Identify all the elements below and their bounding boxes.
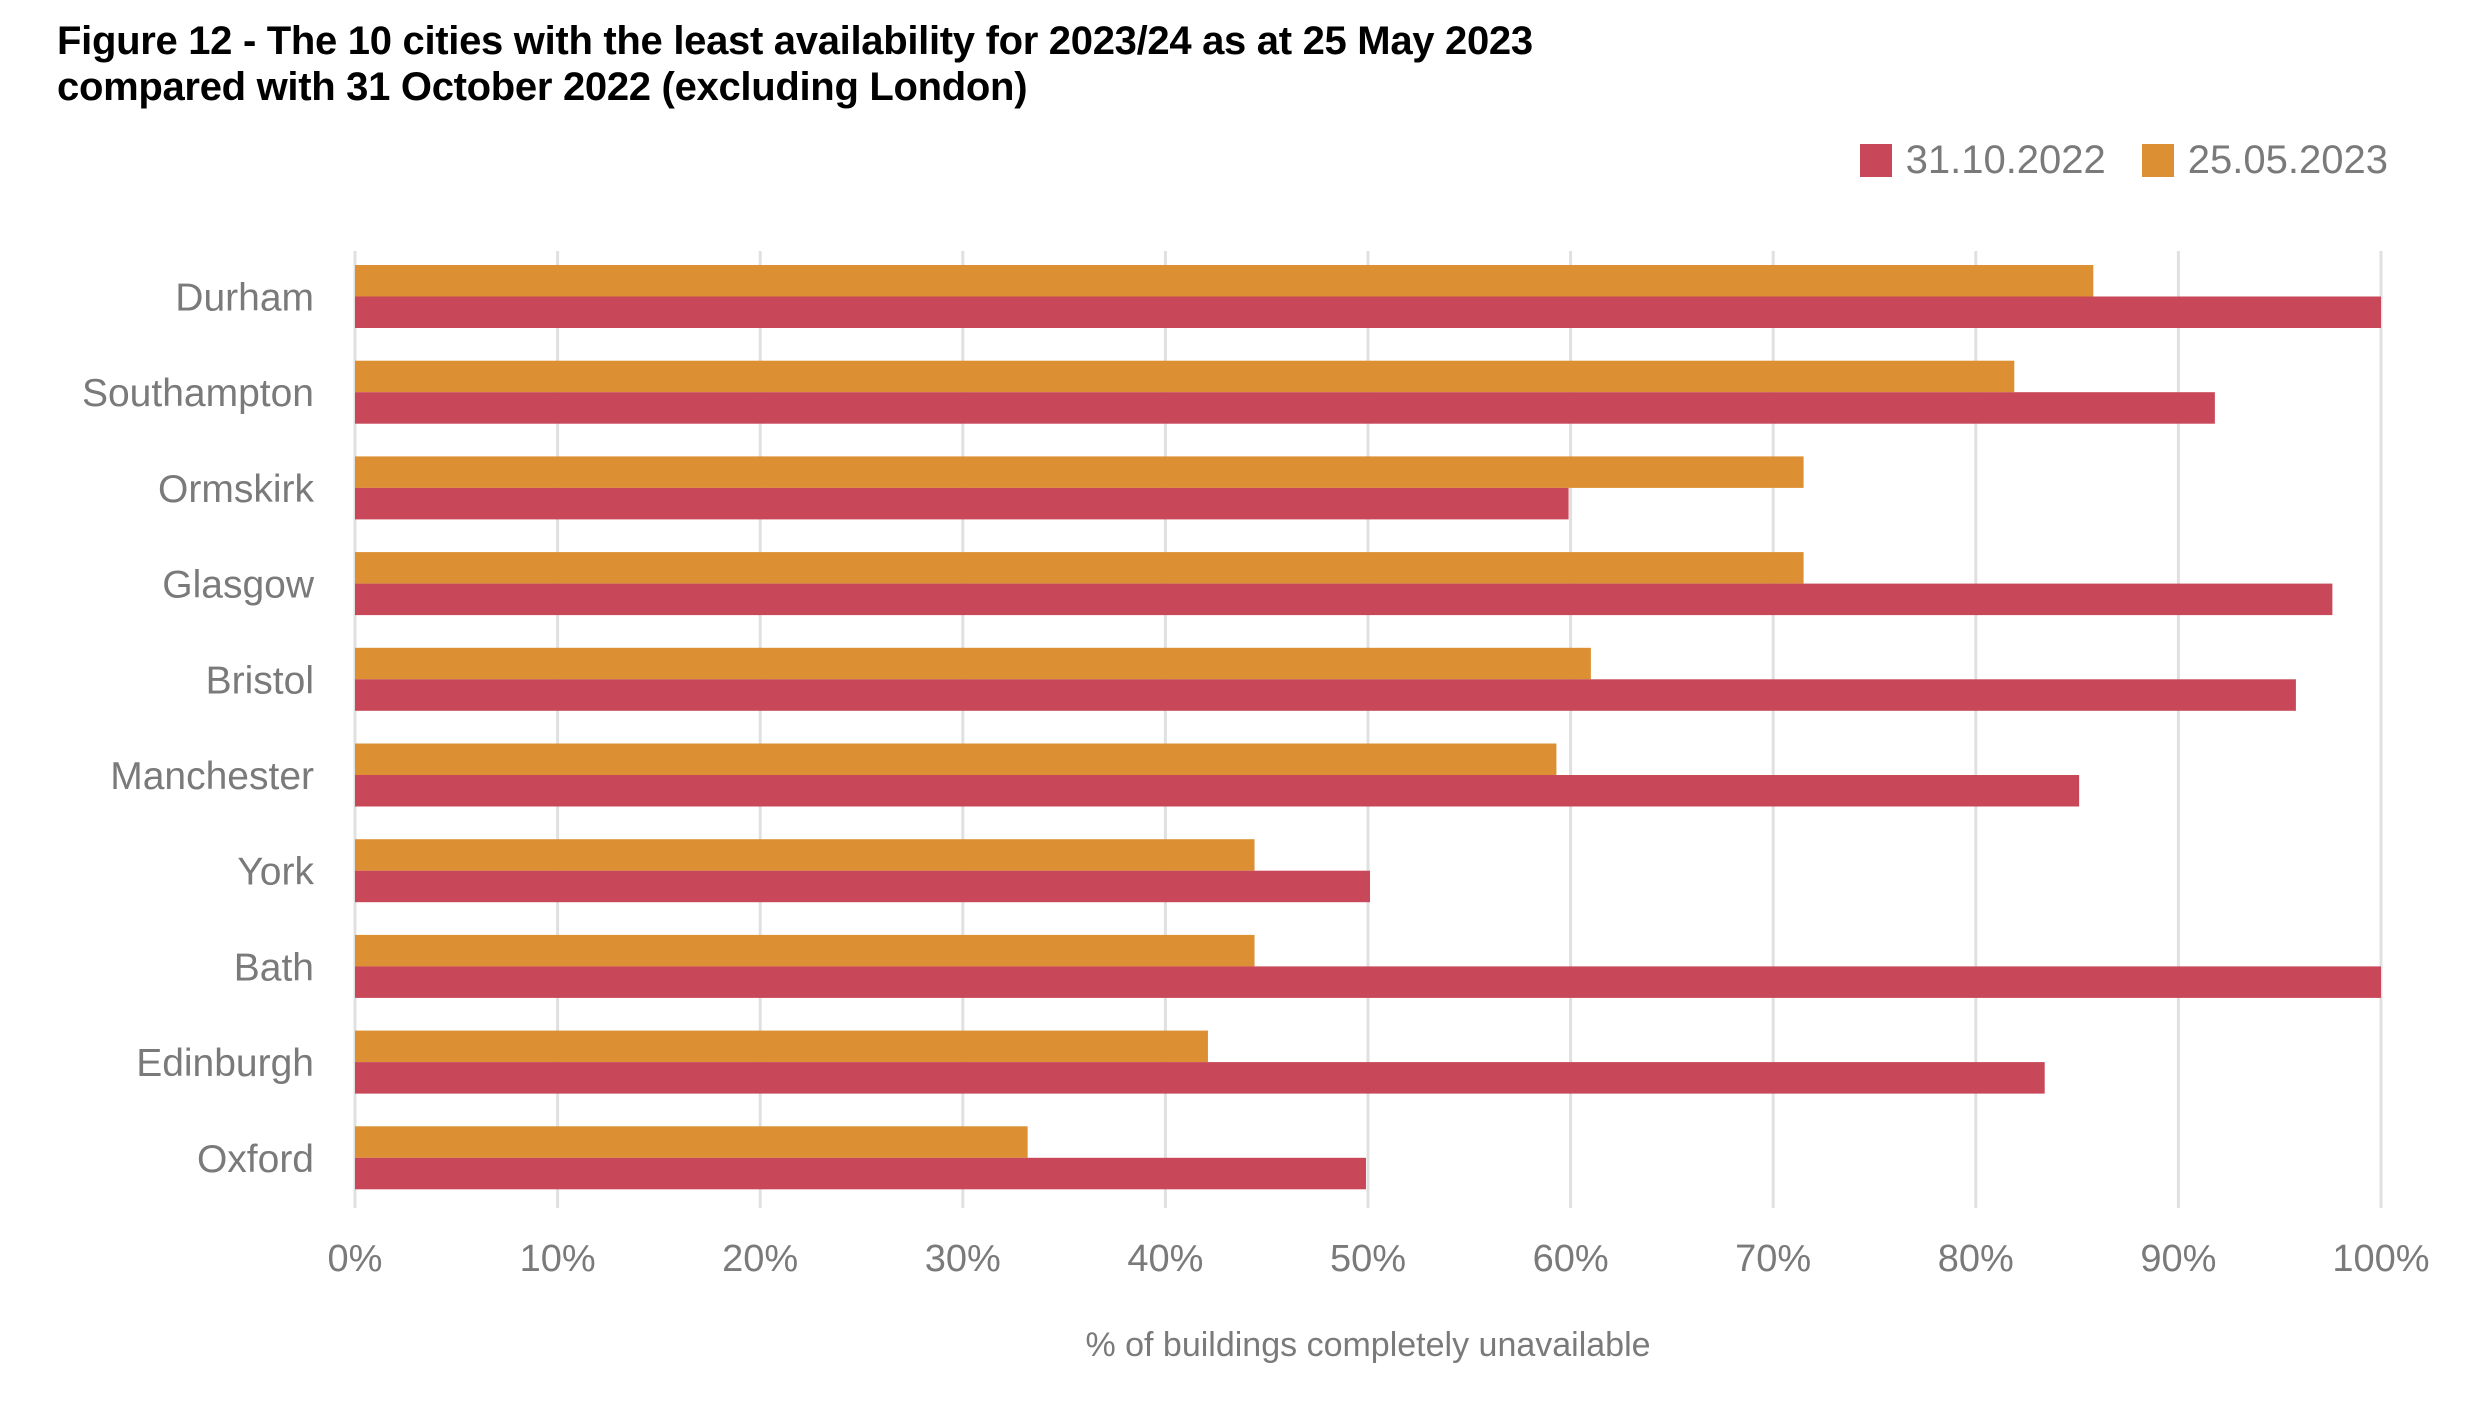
x-tick-label: 70% [1735, 1238, 1811, 1280]
bar-2023-ormskirk [355, 456, 1804, 488]
legend-item-2022: 31.10.2022 [1859, 138, 2106, 183]
category-label: Bristol [206, 659, 314, 702]
bar-2023-york [355, 839, 1255, 871]
bar-2022-bath [355, 966, 2381, 998]
legend-label-2022: 31.10.2022 [1905, 138, 2106, 182]
legend-swatch-2022 [1859, 144, 1892, 177]
x-tick-labels: 0% 10% 20% 30% 40% 50% 60% 70% 80% 90% 100% [328, 1238, 2430, 1280]
category-labels: Durham Southampton Ormskirk Glasgow Bristol M… [82, 277, 315, 1181]
bar-2023-glasgow [355, 552, 1804, 584]
category-label: Southampton [82, 372, 314, 415]
x-tick-label: 90% [2140, 1238, 2216, 1280]
x-tick-label: 100% [2332, 1238, 2429, 1280]
bar-2022-manchester [355, 775, 2080, 807]
bar-2023-oxford [355, 1126, 1028, 1158]
x-tick-label: 0% [328, 1238, 383, 1280]
bar-2023-manchester [355, 743, 1557, 775]
legend-item-2023: 25.05.2023 [2141, 138, 2388, 183]
chart-title-line-1: Figure 12 - The 10 cities with the least… [57, 19, 1533, 63]
bar-2022-southampton [355, 392, 2215, 424]
category-label: Durham [175, 277, 314, 320]
bar-2023-bath [355, 934, 1255, 967]
category-label: Glasgow [162, 564, 315, 607]
bars [355, 265, 2381, 1190]
x-tick-label: 40% [1127, 1238, 1203, 1280]
category-label: Ormskirk [158, 468, 314, 511]
x-axis-title: % of buildings completely unavailable [1085, 1326, 1650, 1364]
bar-2022-glasgow [355, 583, 2333, 616]
x-tick-label: 10% [520, 1238, 596, 1280]
bar-2022-bristol [355, 679, 2296, 711]
bar-2022-edinburgh [355, 1062, 2045, 1094]
category-label: Oxford [197, 1138, 314, 1181]
legend: 31.10.2022 25.05.2023 [1824, 138, 2388, 183]
bar-2022-durham [355, 296, 2381, 328]
chart-title-line-2: compared with 31 October 2022 (excluding… [57, 65, 1028, 109]
category-label: York [237, 851, 314, 894]
bar-2023-southampton [355, 360, 2015, 393]
x-tick-label: 60% [1533, 1238, 1609, 1280]
x-tick-label: 20% [722, 1238, 798, 1280]
legend-label-2023: 25.05.2023 [2187, 138, 2388, 182]
chart-title: Figure 12 - The 10 cities with the least… [57, 18, 1533, 110]
bar-2023-durham [355, 265, 2094, 297]
category-label: Bath [234, 946, 314, 989]
bar-2022-oxford [355, 1157, 1366, 1190]
bar-2023-bristol [355, 647, 1591, 680]
bar-2022-ormskirk [355, 487, 1569, 520]
legend-swatch-2023 [2141, 144, 2174, 177]
bar-2023-edinburgh [355, 1030, 1208, 1063]
x-tick-label: 80% [1938, 1238, 2014, 1280]
x-tick-label: 50% [1330, 1238, 1406, 1280]
category-label: Manchester [110, 755, 314, 798]
x-tick-label: 30% [925, 1238, 1001, 1280]
category-label: Edinburgh [136, 1042, 314, 1085]
bar-2022-york [355, 870, 1371, 903]
